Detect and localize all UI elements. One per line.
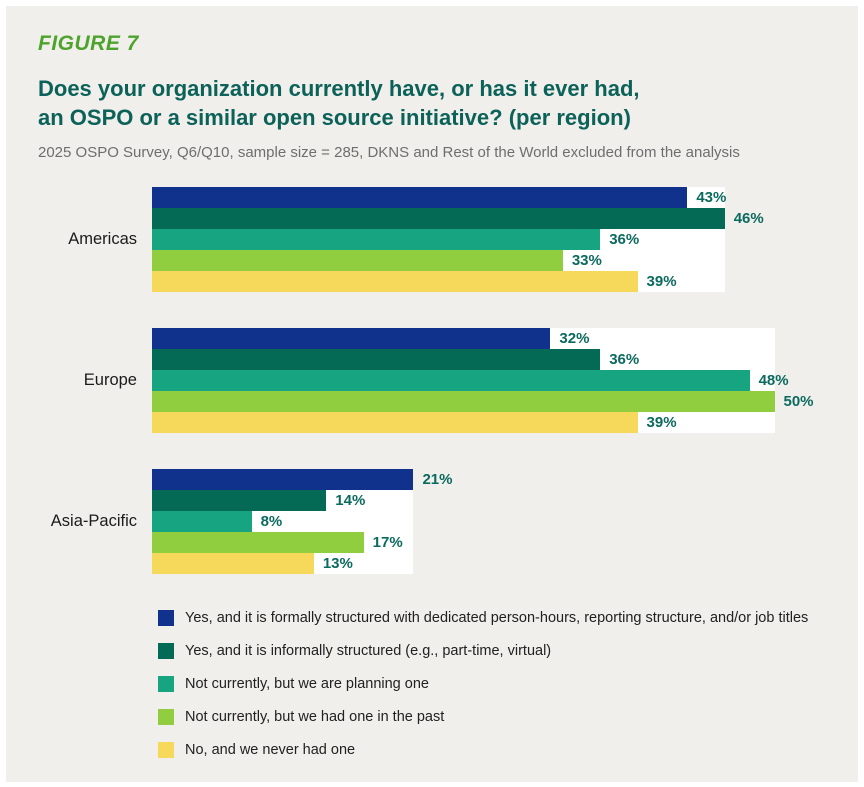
bar-row: 39% [152,271,858,292]
legend-item-label: Yes, and it is informally structured (e.… [185,643,552,659]
bar-value-label: 13% [322,555,353,572]
legend-color-swatch [158,610,174,626]
bar-row: 32% [152,328,858,349]
bar-row: 14% [152,490,858,511]
bar-segment [152,250,563,271]
bar-segment [152,370,750,391]
bar-value-label: 48% [758,372,789,389]
chart-title: Does your organization currently have, o… [38,74,826,132]
bar-row: 46% [152,208,858,229]
chart-legend: Yes, and it is formally structured with … [158,610,858,758]
bar-segment [152,208,725,229]
bar-value-label: 36% [609,231,640,248]
bar-row: 48% [152,370,858,391]
bar-group-americas: Americas 43% 46% 36% 33% 39% [6,187,858,292]
bar-row: 36% [152,229,858,250]
chart-title-line-1: Does your organization currently have, o… [38,76,640,101]
bar-segment [152,490,327,511]
bar-value-label: 33% [571,252,602,269]
chart-subtitle: 2025 OSPO Survey, Q6/Q10, sample size = … [38,144,740,161]
legend-color-swatch [158,676,174,692]
legend-item-label: Not currently, but we had one in the pas… [185,709,445,725]
bar-value-label: 46% [733,210,764,227]
bar-value-label: 50% [783,393,814,410]
bar-value-label: 21% [422,471,453,488]
legend-item-label: Not currently, but we are planning one [185,676,429,692]
bar-value-label: 39% [646,414,677,431]
bar-row: 13% [152,553,858,574]
region-label: Americas [68,230,137,248]
bar-segment [152,511,252,532]
bar-segment [152,229,601,250]
bar-group-plot-area: 21% 14% 8% 17% 13% [152,469,858,574]
bar-group-asia-pacific: Asia-Pacific 21% 14% 8% 17% 13% [6,469,858,574]
bar-segment [152,469,414,490]
bar-segment [152,532,364,553]
bar-row: 39% [152,412,858,433]
bar-segment [152,271,638,292]
bar-group-plot-area: 43% 46% 36% 33% 39% [152,187,858,292]
legend-item: Yes, and it is formally structured with … [158,610,858,626]
bar-value-label: 43% [696,189,727,206]
bar-row: 21% [152,469,858,490]
bar-value-label: 8% [260,513,283,530]
bar-row: 17% [152,532,858,553]
legend-color-swatch [158,643,174,659]
bar-row: 36% [152,349,858,370]
bar-row: 33% [152,250,858,271]
bar-row: 8% [152,511,858,532]
legend-item: Not currently, but we had one in the pas… [158,709,858,725]
bar-value-label: 14% [335,492,366,509]
legend-item: Yes, and it is informally structured (e.… [158,643,858,659]
bar-segment [152,349,601,370]
region-label: Asia-Pacific [50,512,137,530]
bar-group-plot-area: 32% 36% 48% 50% 39% [152,328,858,433]
bar-segment [152,412,638,433]
bar-row: 50% [152,391,858,412]
chart-panel: FIGURE 7 Does your organization currentl… [6,6,858,782]
figure-number-label: FIGURE 7 [38,32,139,55]
bar-segment [152,328,551,349]
bar-value-label: 17% [372,534,403,551]
legend-color-swatch [158,742,174,758]
bar-segment [152,391,775,412]
bar-row: 43% [152,187,858,208]
bar-value-label: 32% [559,330,590,347]
bar-segment [152,553,314,574]
legend-item-label: No, and we never had one [185,742,356,758]
legend-item-label: Yes, and it is formally structured with … [185,610,809,626]
legend-color-swatch [158,709,174,725]
bar-value-label: 36% [609,351,640,368]
bar-group-europe: Europe 32% 36% 48% 50% 39% [6,328,858,433]
legend-item: Not currently, but we are planning one [158,676,858,692]
grouped-bar-chart: Americas 43% 46% 36% 33% 39% Europe 32% 36% 48% 50… [6,187,858,574]
chart-title-line-2: an OSPO or a similar open source initiat… [38,105,631,130]
region-label: Europe [83,371,137,389]
legend-item: No, and we never had one [158,742,858,758]
bar-value-label: 39% [646,273,677,290]
bar-segment [152,187,688,208]
